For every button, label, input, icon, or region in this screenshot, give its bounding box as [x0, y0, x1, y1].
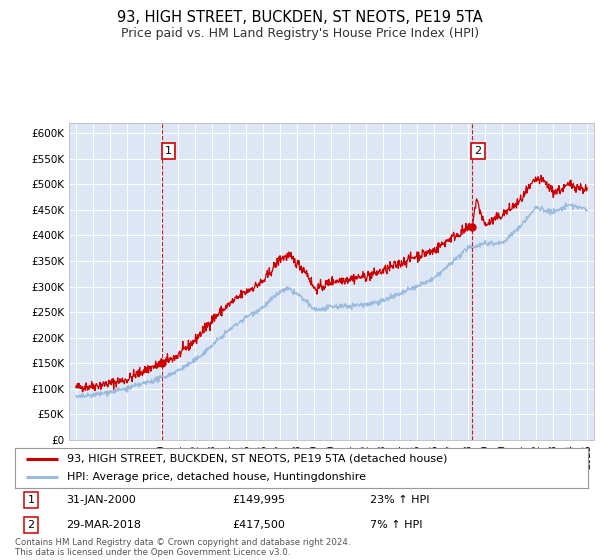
Text: 31-JAN-2000: 31-JAN-2000: [67, 495, 136, 505]
Text: 29-MAR-2018: 29-MAR-2018: [67, 520, 142, 530]
Text: Price paid vs. HM Land Registry's House Price Index (HPI): Price paid vs. HM Land Registry's House …: [121, 27, 479, 40]
Text: 93, HIGH STREET, BUCKDEN, ST NEOTS, PE19 5TA: 93, HIGH STREET, BUCKDEN, ST NEOTS, PE19…: [117, 10, 483, 25]
Text: 23% ↑ HPI: 23% ↑ HPI: [370, 495, 430, 505]
Text: 1: 1: [28, 495, 35, 505]
Text: 2: 2: [28, 520, 35, 530]
Text: 7% ↑ HPI: 7% ↑ HPI: [370, 520, 423, 530]
Text: 93, HIGH STREET, BUCKDEN, ST NEOTS, PE19 5TA (detached house): 93, HIGH STREET, BUCKDEN, ST NEOTS, PE19…: [67, 454, 447, 464]
Text: £417,500: £417,500: [233, 520, 286, 530]
Text: £149,995: £149,995: [233, 495, 286, 505]
Text: 1: 1: [165, 146, 172, 156]
Text: 2: 2: [475, 146, 482, 156]
Text: HPI: Average price, detached house, Huntingdonshire: HPI: Average price, detached house, Hunt…: [67, 473, 365, 482]
Text: Contains HM Land Registry data © Crown copyright and database right 2024.
This d: Contains HM Land Registry data © Crown c…: [15, 538, 350, 557]
